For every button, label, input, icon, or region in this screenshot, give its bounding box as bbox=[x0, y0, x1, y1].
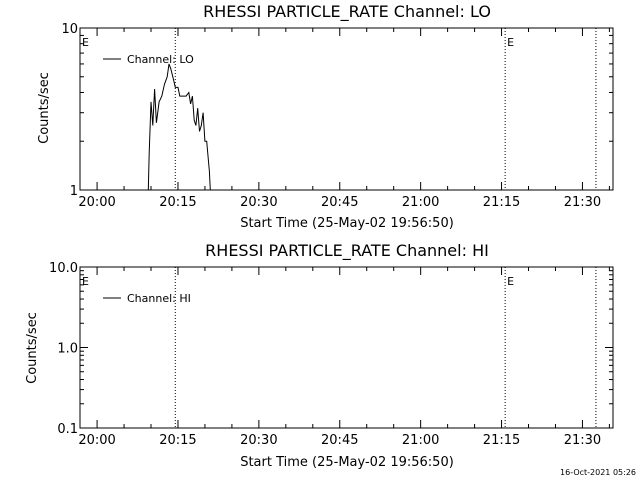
panel-hi-xtick-label: 21:00 bbox=[402, 433, 439, 448]
panel-lo-xlabel: Start Time (25-May-02 19:56:50) bbox=[240, 216, 454, 231]
panel-lo-xtick-label: 21:30 bbox=[564, 195, 601, 210]
panel-hi-xtick-label: 21:15 bbox=[483, 433, 520, 448]
panel-hi-legend-label: Channel: HI bbox=[127, 292, 191, 305]
panel-lo-legend-label: Channel: LO bbox=[127, 53, 194, 66]
panel-hi-xtick-label: 21:30 bbox=[564, 433, 601, 448]
panel-hi-xtick-label: 20:00 bbox=[78, 433, 115, 448]
panel-lo-xtick-label: 21:15 bbox=[483, 195, 520, 210]
chart-marks-layer: 20:00 20:15 20:30 20:45 21:00 21:15 21:30 1 10 E E… bbox=[49, 22, 614, 448]
panel-hi-ytick-label: 1.0 bbox=[57, 342, 78, 357]
footer-timestamp: 16-Oct-2021 05:26 bbox=[560, 468, 636, 477]
panel-lo-series-line bbox=[147, 63, 211, 191]
panel-lo-event-label: E bbox=[507, 36, 514, 49]
panel-hi-ylabel: Counts/sec bbox=[25, 312, 40, 384]
panel-lo-ytick-label: 1 bbox=[70, 184, 78, 199]
panel-lo-xtick-label: 20:45 bbox=[321, 195, 358, 210]
panel-hi-event-label: E bbox=[507, 275, 514, 288]
panel-hi-title: RHESSI PARTICLE_RATE Channel: HI bbox=[205, 241, 489, 261]
panel-lo-xtick-label: 21:00 bbox=[402, 195, 439, 210]
panel-lo-event-label: E bbox=[82, 36, 89, 49]
panel-hi-xtick-label: 20:45 bbox=[321, 433, 358, 448]
panel-hi-event-label: E bbox=[82, 275, 89, 288]
panel-lo-ylabel: Counts/sec bbox=[37, 72, 52, 144]
panel-lo-title: RHESSI PARTICLE_RATE Channel: LO bbox=[203, 2, 491, 22]
panel-hi-ytick-label: 0.1 bbox=[57, 422, 78, 437]
panel-hi-xtick-label: 20:30 bbox=[240, 433, 277, 448]
panel-lo-ytick-label: 10 bbox=[61, 22, 78, 37]
panel-hi-ytick-label: 10.0 bbox=[49, 261, 78, 276]
panel-lo-xtick-label: 20:15 bbox=[159, 195, 196, 210]
panel-lo-xtick-label: 20:30 bbox=[240, 195, 277, 210]
panel-hi-xtick-label: 20:15 bbox=[159, 433, 196, 448]
panel-lo-xtick-label: 20:00 bbox=[78, 195, 115, 210]
panel-hi-xlabel: Start Time (25-May-02 19:56:50) bbox=[240, 455, 454, 470]
